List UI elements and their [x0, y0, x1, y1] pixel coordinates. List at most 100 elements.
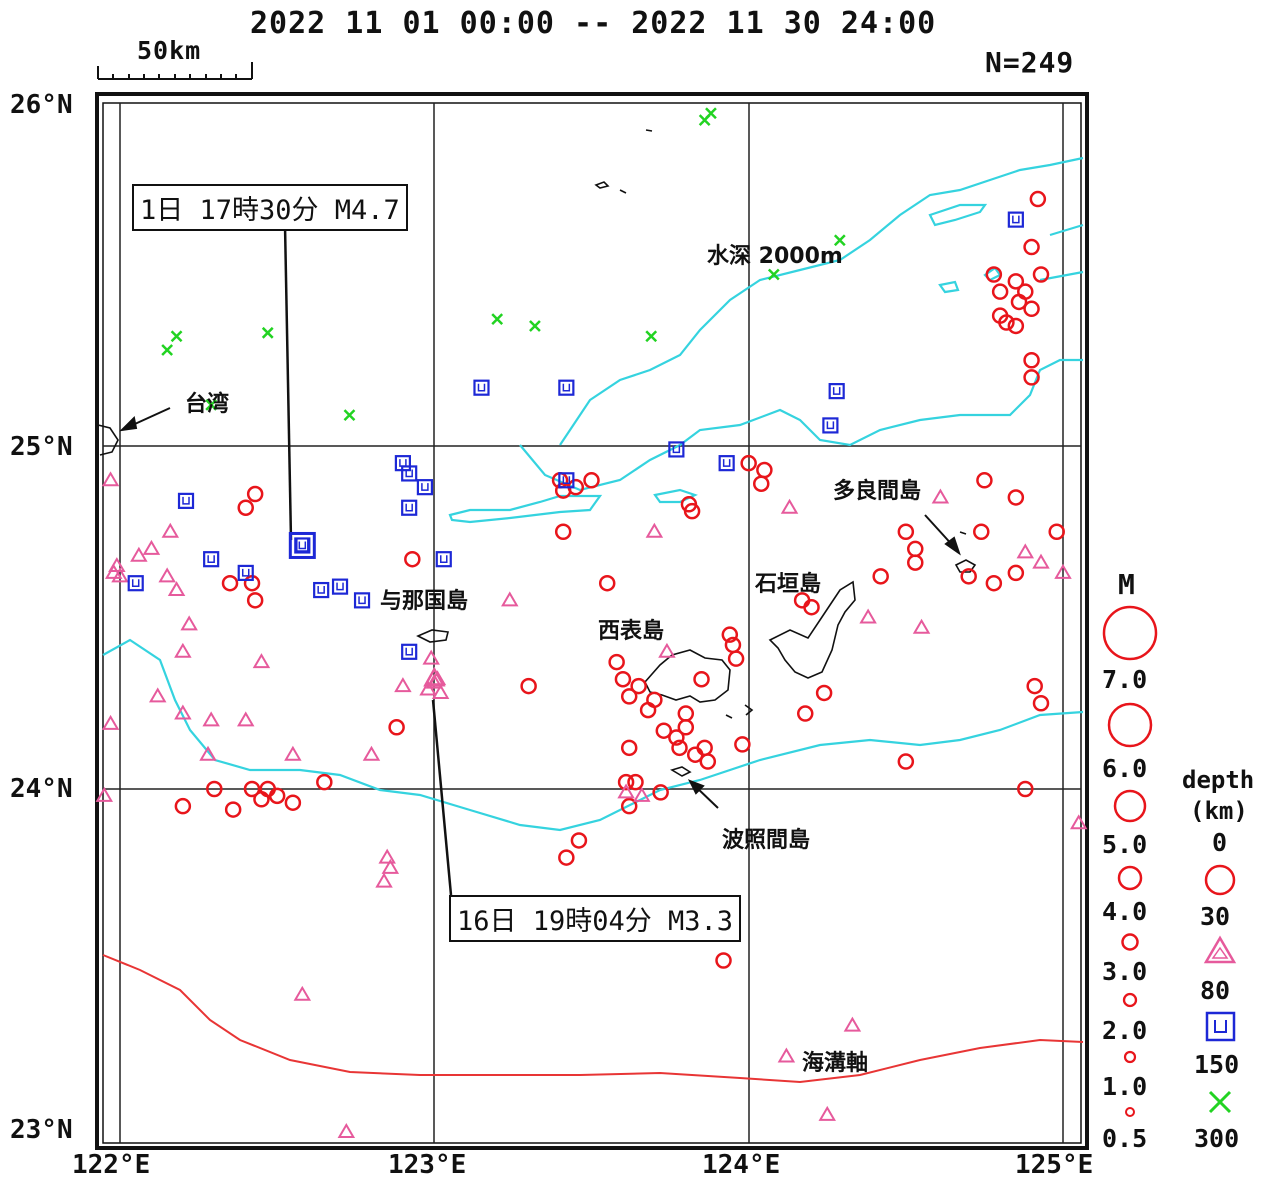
event-vdeep-cross: [833, 234, 846, 247]
event-mid-triangle: [381, 858, 400, 874]
event-vdeep-cross: [529, 320, 541, 332]
legend-m3-circle: [1121, 933, 1139, 951]
labeled-events: [288, 531, 446, 687]
event-shallow-circle: [608, 653, 625, 671]
event-shallow-circle: [558, 849, 575, 866]
event-shallow-circle: [617, 773, 635, 791]
event-shallow-circle: [803, 598, 820, 616]
event-vdeep-cross: [161, 344, 174, 356]
event-mid-triangle: [161, 522, 180, 538]
legend-depth-80-inner: [1214, 1020, 1227, 1033]
event-deep-square: [401, 499, 418, 516]
event-mid-triangle: [104, 563, 123, 579]
legend-m2-circle: [1122, 992, 1138, 1008]
event-vdeep-cross: [170, 330, 183, 343]
event-shallow-circle: [627, 773, 644, 791]
event-deep-square-inner: [399, 459, 407, 467]
event-shallow-circle: [268, 787, 286, 805]
event-vdeep-cross: [767, 268, 780, 281]
event-shallow-circle: [897, 523, 915, 540]
event-deep-square-inner: [336, 582, 344, 591]
legend-m-5: 5.0: [1102, 830, 1148, 859]
graticule: [103, 103, 1081, 1143]
lon-label-123: 123°E: [388, 1150, 467, 1180]
event-mid-triangle: [431, 683, 450, 699]
legend-depth-300: 300: [1194, 1124, 1240, 1153]
event-shallow-circle: [693, 670, 710, 688]
legend-depth-80: 80: [1200, 976, 1231, 1005]
events-depth-30-80: [95, 471, 1088, 1138]
event-deep-square-inner: [832, 387, 841, 395]
event-shallow-circle: [224, 801, 242, 818]
legend-depth-80-symbol: [1205, 1011, 1236, 1042]
event-shallow-circle: [734, 736, 751, 753]
event-mid-triangle: [1069, 814, 1088, 830]
legend-m-4: 4.0: [1102, 897, 1148, 926]
event-shallow-circle: [740, 454, 757, 472]
event-mid-triangle: [174, 642, 192, 658]
event-shallow-circle: [1007, 564, 1025, 582]
event-deep-square-inner: [241, 568, 250, 577]
event-shallow-circle: [1023, 238, 1040, 256]
event-deep-square: [558, 379, 575, 396]
legend-magnitude-title: M: [1118, 568, 1135, 601]
event-shallow-circle: [206, 780, 223, 798]
legend-m-6: 6.0: [1102, 754, 1148, 783]
event-shallow-circle: [237, 499, 254, 516]
events-depth-150-300: [161, 107, 846, 422]
event-shallow-circle: [630, 677, 647, 695]
event-shallow-circle: [1007, 489, 1025, 506]
event-shallow-circle: [246, 592, 264, 609]
event-shallow-circle: [976, 472, 993, 489]
event-shallow-circle: [1032, 695, 1050, 712]
event-vdeep-cross: [343, 409, 356, 422]
event-mid-triangle: [202, 711, 220, 727]
event-shallow-circle: [1023, 369, 1040, 386]
labeled-event-1-inner: [295, 538, 310, 553]
event-shallow-circle: [752, 475, 770, 492]
event-shallow-circle: [388, 719, 405, 736]
map-inner-frame: [102, 102, 1082, 1144]
labeled-event-2-triangle: [423, 666, 446, 687]
event-shallow-circle: [221, 574, 239, 592]
lon-label-125: 125°E: [1015, 1150, 1094, 1180]
event-vdeep-cross: [261, 326, 274, 339]
event-deep-square-inner: [207, 555, 215, 563]
events-depth-80-150: [127, 211, 1024, 660]
event-shallow-circle: [1029, 190, 1047, 208]
event-deep-square: [177, 492, 195, 509]
event-shallow-circle: [639, 701, 657, 719]
event-shallow-circle: [1023, 352, 1040, 369]
event-shallow-circle: [991, 283, 1009, 300]
event-shallow-circle: [907, 540, 924, 558]
legend-depth-title: depth: [1182, 766, 1255, 794]
event-shallow-circle: [727, 650, 745, 667]
event-mid-triangle: [843, 1016, 862, 1032]
event-mid-triangle: [337, 1123, 356, 1138]
legend-depth-0-symbol: [1204, 864, 1236, 896]
label-hateruma: 波照間島: [722, 828, 811, 853]
legend-m-7: 7.0: [1102, 665, 1148, 694]
event-vdeep-cross: [491, 313, 504, 325]
event-mid-triangle: [394, 677, 412, 693]
event-mid-triangle: [501, 591, 519, 607]
event-shallow-circle: [620, 797, 638, 815]
lat-label-23: 23°N: [10, 1115, 73, 1145]
event-shallow-circle: [756, 461, 773, 479]
event-deep-square-inner: [182, 496, 190, 505]
legend-depth-30-symbol: [1203, 935, 1237, 964]
scale-bar: [97, 62, 253, 80]
event-shallow-circle: [815, 684, 833, 702]
event-mid-triangle: [1054, 563, 1072, 579]
event-deep-square: [435, 551, 452, 568]
trench-axis-line: [102, 954, 1084, 1084]
event-deep-square-inner: [358, 596, 366, 605]
event-shallow-circle: [620, 688, 638, 705]
event-deep-square-inner: [722, 459, 731, 467]
event-mid-triangle: [130, 546, 148, 562]
event-shallow-circle: [668, 729, 685, 746]
event-shallow-circle: [316, 773, 333, 791]
event-mid-triangle: [1032, 553, 1050, 569]
event-shallow-circle: [243, 780, 261, 798]
event-mid-triangle: [95, 786, 114, 802]
